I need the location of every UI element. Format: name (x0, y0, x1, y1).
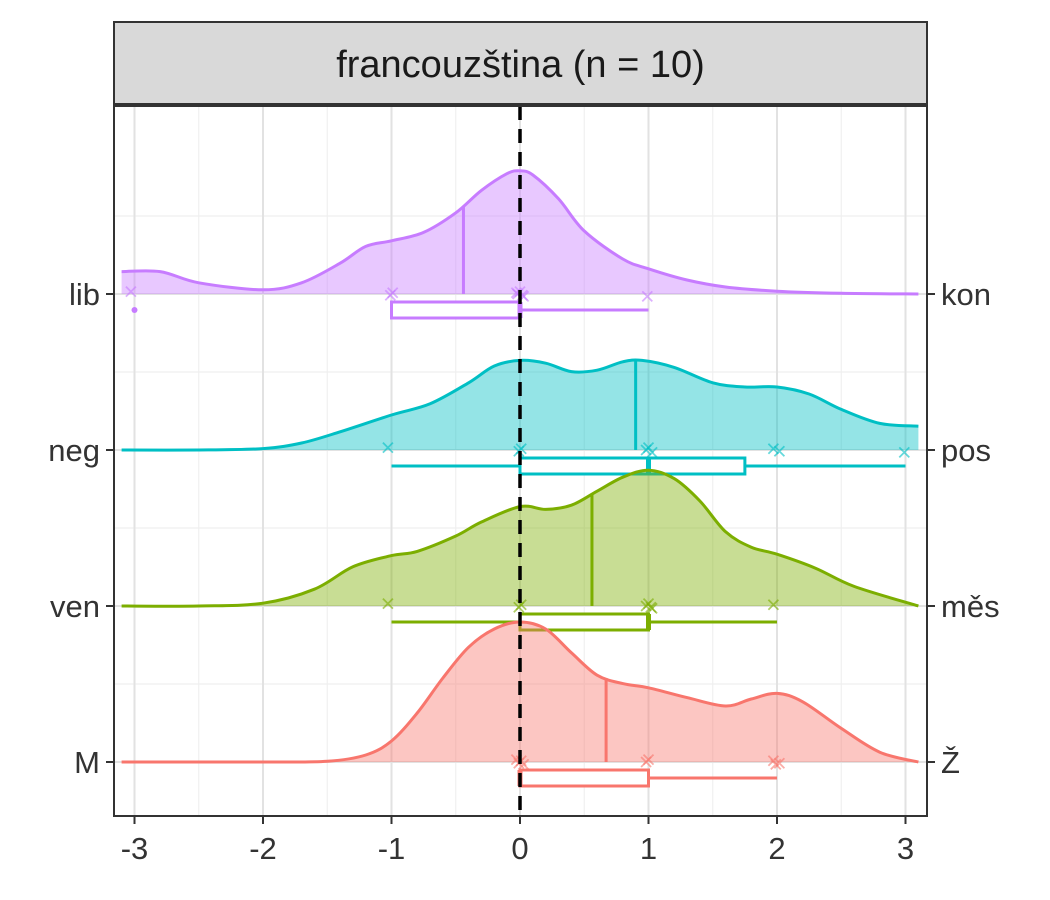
density-curve (121, 468, 919, 608)
data-point (773, 757, 786, 769)
density-curve (121, 169, 919, 296)
density-area (121, 470, 919, 607)
box-outlier (131, 307, 138, 313)
data-point (125, 285, 137, 298)
y-axis-right: kon pos měs Ž (927, 277, 1000, 780)
ridge-row-ven (121, 468, 919, 632)
data-point (642, 753, 655, 766)
data-point (645, 601, 657, 613)
x-tick-label: 0 (511, 831, 528, 866)
data-point (767, 599, 780, 611)
x-tick-label: 2 (768, 831, 785, 866)
y-axis-left: lib neg ven M (48, 277, 114, 780)
facet-strip-title: francouzština (n = 10) (336, 44, 705, 86)
data-point (770, 758, 782, 771)
x-axis: -3 -2 -1 0 1 2 3 (121, 816, 914, 866)
x-tick-label: 1 (640, 831, 657, 866)
box-iqr (390, 300, 522, 320)
density-curve (121, 620, 919, 764)
y-tick-label-right: Ž (941, 745, 960, 780)
y-tick-label-left: ven (50, 589, 100, 624)
facet-strip (113, 21, 928, 105)
data-point (382, 597, 394, 610)
y-tick-label-left: M (74, 745, 100, 780)
x-tick-label: -1 (378, 831, 406, 866)
data-point (767, 443, 780, 455)
data-point (515, 599, 527, 611)
box-iqr (518, 768, 650, 788)
x-tick-label: -3 (121, 831, 149, 866)
data-point (382, 441, 394, 454)
y-tick-label-right: měs (941, 589, 1000, 624)
x-tick-label: 3 (897, 831, 914, 866)
y-tick-label-left: neg (48, 433, 100, 468)
y-tick-label-left: lib (69, 277, 100, 312)
data-point (773, 445, 786, 457)
density-curve (121, 358, 919, 452)
data-point (642, 441, 655, 454)
box-iqr (518, 456, 747, 476)
y-tick-label-right: pos (941, 433, 991, 468)
data-point (515, 443, 527, 455)
x-tick-label: -2 (249, 831, 277, 866)
data-point (898, 446, 910, 459)
data-point (641, 290, 653, 303)
y-tick-label-right: kon (941, 277, 991, 312)
data-point (387, 287, 399, 299)
